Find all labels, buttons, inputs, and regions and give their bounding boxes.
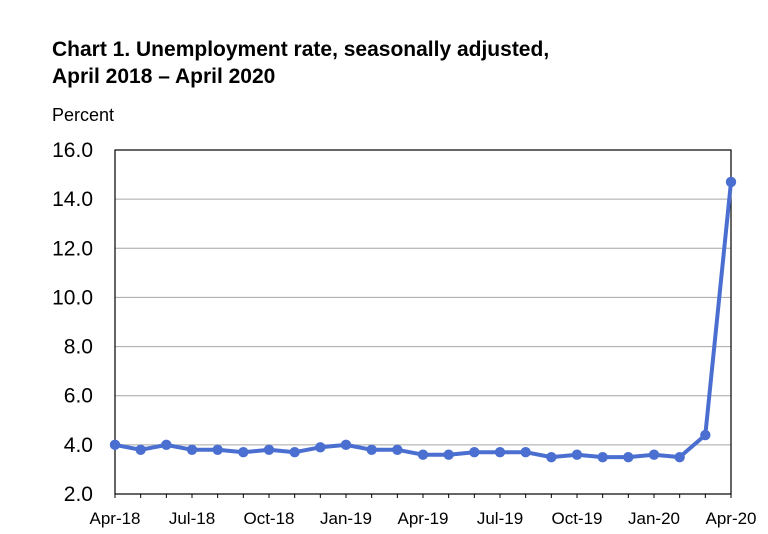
- series-layer: [109, 176, 737, 463]
- y-axis-ticks: 2.0 4.0 6.0 8.0 10.0 12.0 14.0 16.0: [52, 139, 93, 506]
- x-tick-label: Jan-20: [628, 509, 680, 528]
- data-point: [648, 449, 660, 460]
- y-tick-label: 12.0: [52, 237, 93, 260]
- y-tick-label: 14.0: [52, 188, 93, 211]
- data-point: [725, 176, 737, 188]
- y-tick-label: 16.0: [52, 139, 93, 162]
- y-axis-unit-label: Percent: [52, 105, 114, 125]
- y-tick-label: 4.0: [64, 434, 93, 457]
- chart-title-line-2: April 2018 – April 2020: [52, 65, 276, 88]
- data-point: [366, 444, 377, 455]
- data-point: [161, 439, 172, 451]
- data-point: [417, 449, 429, 460]
- y-tick-label: 2.0: [64, 483, 93, 506]
- y-tick-label: 10.0: [52, 286, 93, 309]
- data-point: [494, 447, 506, 458]
- x-tick-label: Jan-19: [320, 509, 372, 528]
- gridlines: [115, 198, 731, 446]
- data-point: [340, 439, 352, 451]
- data-point: [238, 447, 249, 458]
- y-tick-label: 8.0: [64, 336, 93, 359]
- y-tick-label: 6.0: [64, 385, 93, 408]
- data-point: [571, 449, 583, 460]
- data-point: [597, 451, 608, 463]
- x-tick-label: Apr-20: [705, 509, 756, 528]
- chart-title: Chart 1. Unemployment rate, seasonally a…: [52, 36, 549, 90]
- data-point: [443, 449, 454, 460]
- data-point: [520, 447, 531, 458]
- data-point: [315, 442, 326, 453]
- data-point: [186, 444, 198, 455]
- data-point: [546, 451, 557, 463]
- data-point: [674, 451, 685, 463]
- x-tick-label: Jul-18: [169, 509, 215, 528]
- data-point: [623, 451, 634, 463]
- data-point: [469, 447, 480, 458]
- data-point: [212, 444, 223, 455]
- unemployment-rate-line: [113, 179, 733, 460]
- data-point: [700, 429, 711, 441]
- x-tick-label: Oct-18: [243, 509, 294, 528]
- x-tick-label: Jul-19: [477, 509, 523, 528]
- data-point: [109, 439, 121, 451]
- x-axis-ticks: Apr-18 Jul-18 Oct-18 Jan-19 Apr-19 Jul-19 Oct-…: [89, 494, 757, 528]
- x-tick-label: Apr-19: [397, 509, 448, 528]
- data-point: [392, 444, 403, 455]
- data-point: [263, 444, 275, 455]
- chart-title-line-1: Chart 1. Unemployment rate, seasonally a…: [52, 38, 550, 61]
- data-point: [289, 447, 300, 458]
- plot-area-border: [114, 149, 732, 495]
- x-tick-label: Oct-19: [551, 509, 602, 528]
- x-tick-label: Apr-18: [89, 509, 140, 528]
- data-point: [135, 444, 146, 455]
